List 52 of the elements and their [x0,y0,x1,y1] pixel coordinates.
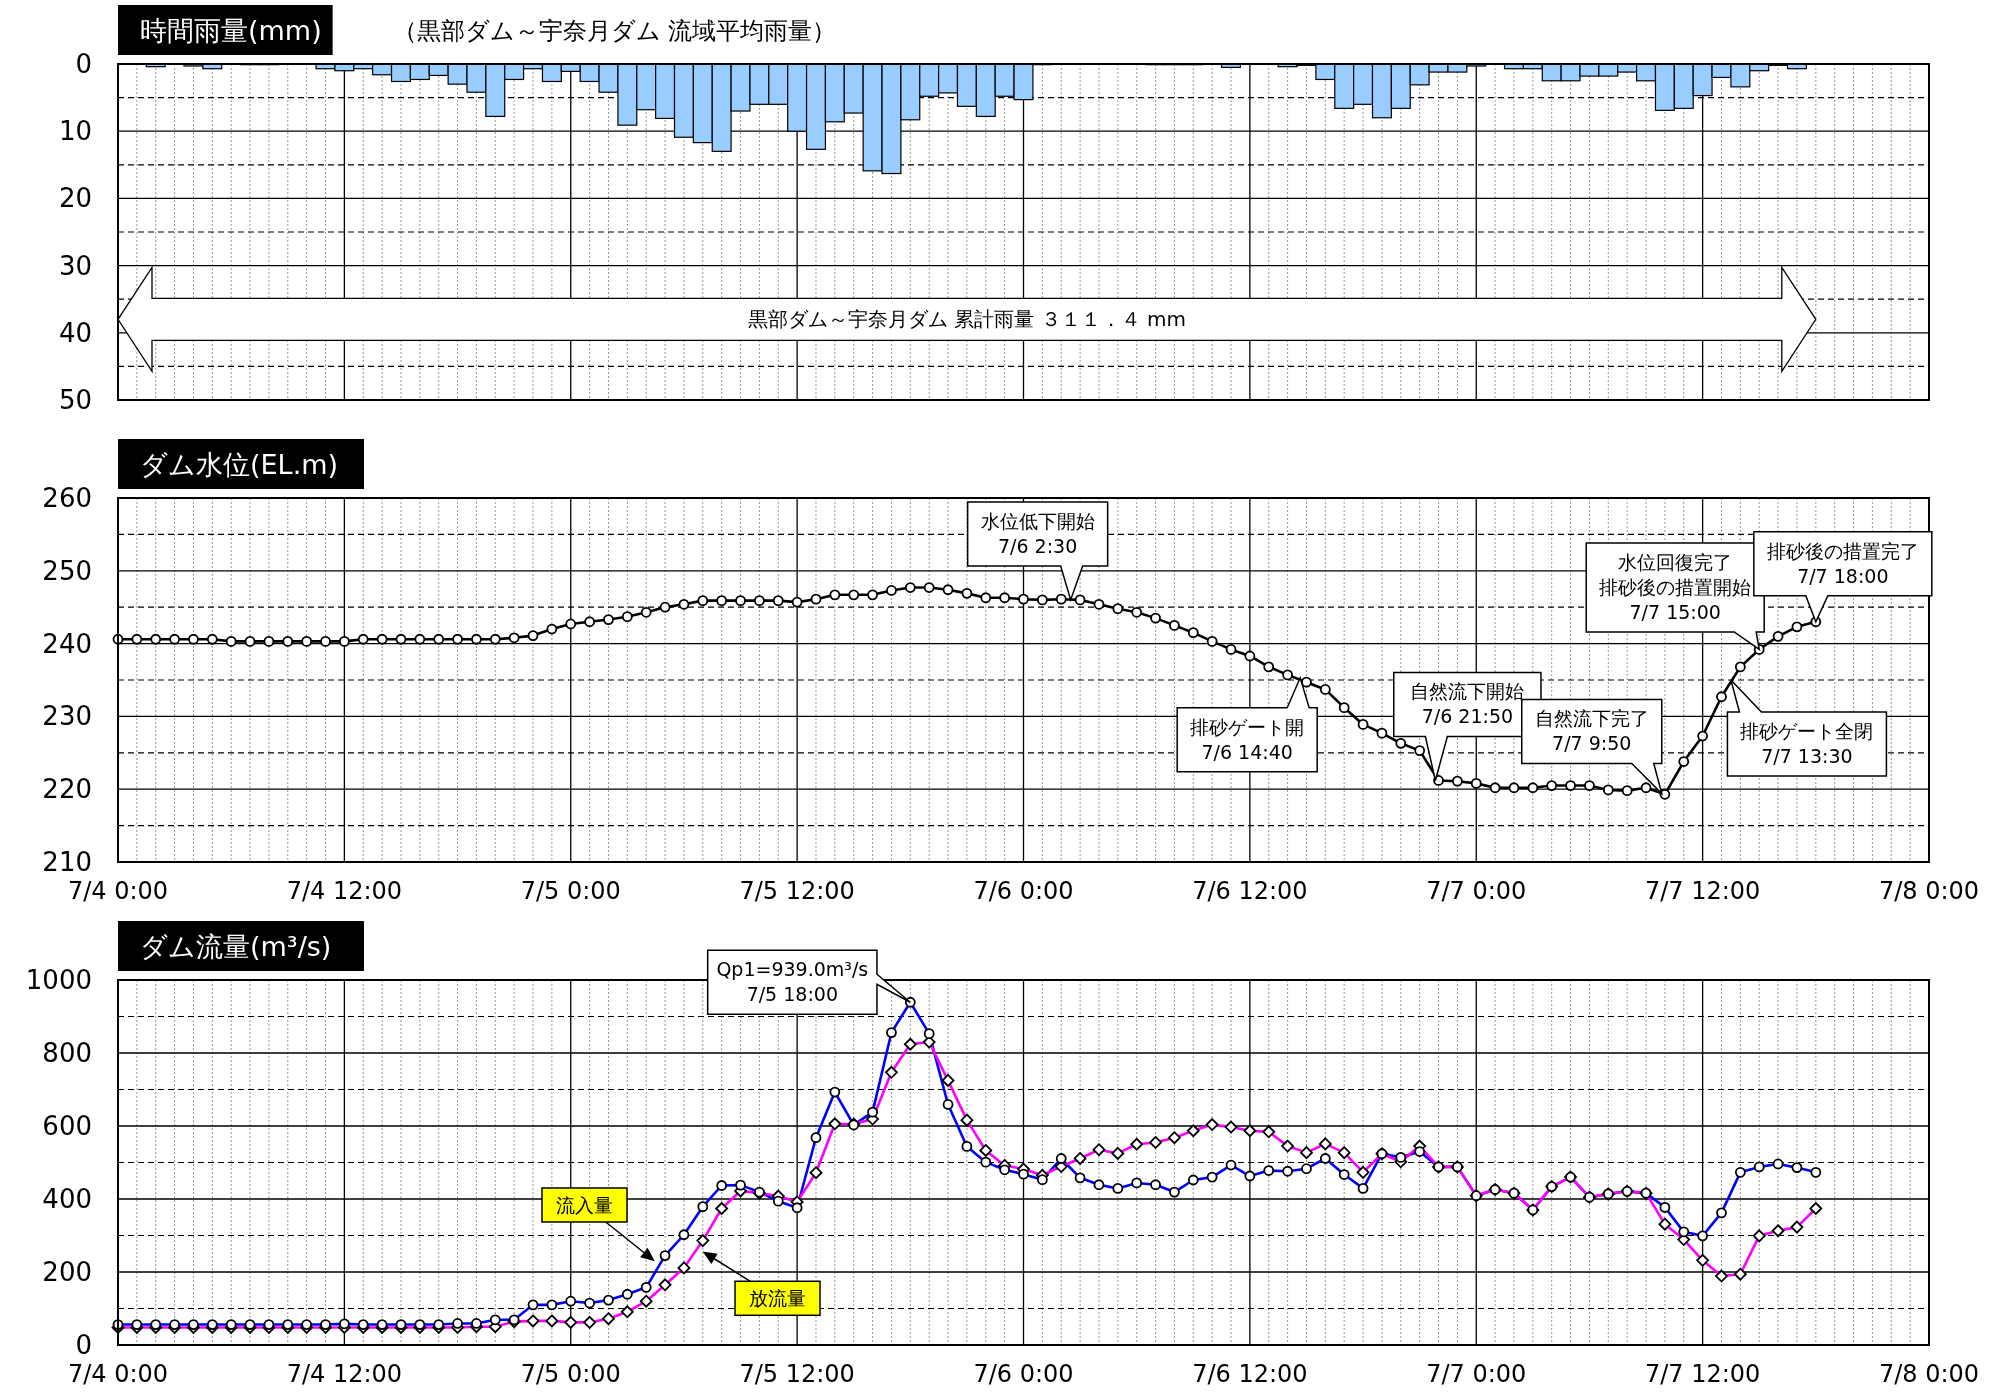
x-tick-label: 7/4 0:00 [67,1360,169,1388]
x-tick-label: 7/5 12:00 [739,1360,855,1388]
chart-title: ダム流量(m³/s) [140,931,332,962]
y-tick-label: 250 [42,555,92,586]
x-tick-label: 7/5 0:00 [520,877,621,905]
x-tick-label: 7/7 12:00 [1644,877,1761,905]
y-tick-label: 0 [75,49,92,79]
annotation: 排砂後の措置完了 7/7 18:00 [1766,539,1919,587]
x-tick-label: 7/4 12:00 [286,1360,403,1388]
y-tick-label: 1000 [25,965,92,995]
annotation: 排砂後の措置開始 7/7 15:00 [1599,575,1752,623]
annotation: 自然流下完了 7/7 9:50 [1534,707,1649,755]
x-tick-label: 7/8 0:00 [1878,1360,1980,1388]
x-tick-label: 7/7 0:00 [1426,1360,1527,1388]
annotation: 排砂ゲート全閉 7/7 13:30 [1740,719,1874,767]
annotation: 水位低下開始 7/6 2:30 [980,509,1095,557]
y-tick-label: 0 [75,1330,92,1360]
annotation: Qp1=939.0m³/s 7/5 18:00 [716,958,869,1006]
chart-title: 時間雨量(mm) [140,15,322,46]
x-tick-label: 7/5 12:00 [739,877,855,905]
x-tick-label: 7/4 0:00 [67,877,169,905]
chart-subtitle: （黒部ダム～宇奈月ダム 流域平均雨量） [392,17,837,45]
x-tick-label: 7/6 12:00 [1192,877,1308,905]
y-tick-label: 210 [42,847,92,877]
x-tick-label: 7/5 0:00 [520,1360,621,1388]
x-tick-label: 7/4 12:00 [286,877,403,905]
chart-title: ダム水位(EL.m) [140,449,339,480]
x-tick-label: 7/6 12:00 [1192,1360,1308,1388]
annotation: 水位回復完了 [1618,550,1733,573]
y-tick-label: 220 [42,774,92,805]
y-tick-label: 230 [42,701,92,732]
y-tick-label: 260 [42,483,92,513]
annotation: 排砂ゲート開 7/6 14:40 [1190,715,1305,763]
y-tick-label: 20 [58,183,92,214]
x-tick-label: 7/8 0:00 [1878,877,1980,905]
y-tick-label: 200 [42,1257,92,1287]
x-tick-label: 7/7 0:00 [1426,877,1527,905]
y-tick-label: 400 [42,1184,92,1214]
annotation: 自然流下開始 7/6 21:50 [1410,680,1525,728]
legend-label: 放流量 [749,1287,807,1310]
annotation: 黒部ダム～宇奈月ダム 累計雨量 ３１１．４ mm [747,307,1186,332]
x-tick-label: 7/6 0:00 [973,1360,1074,1388]
text: 流入量 [555,1193,613,1216]
y-tick-label: 50 [58,385,92,415]
y-tick-label: 800 [42,1038,92,1068]
y-tick-label: 240 [42,628,92,659]
y-tick-label: 40 [58,317,92,348]
y-tick-label: 30 [58,250,92,281]
x-tick-label: 7/7 12:00 [1644,1360,1761,1388]
x-tick-label: 7/6 0:00 [973,877,1074,905]
y-tick-label: 10 [58,116,92,147]
y-tick-label: 600 [42,1111,92,1141]
